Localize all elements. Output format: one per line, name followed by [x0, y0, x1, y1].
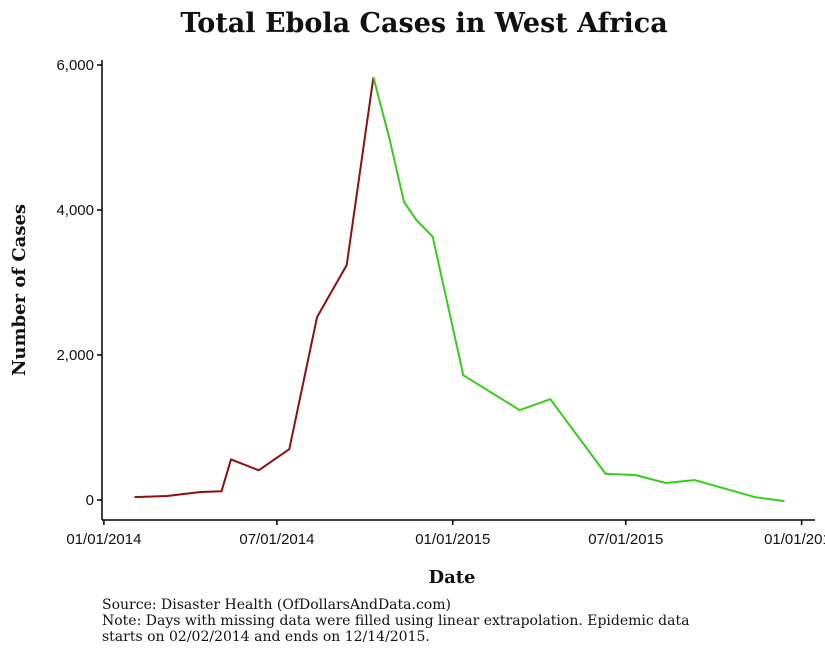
y-tick-label: 6,000: [56, 57, 94, 74]
x-tick-label: 07/01/2014: [239, 531, 314, 548]
footnote-line-1: Note: Days with missing data were filled…: [102, 613, 690, 629]
series-line-0: [134, 77, 375, 499]
x-tick-label: 01/01/2015: [415, 531, 490, 548]
footnote-line-2: starts on 02/02/2014 and ends on 12/14/2…: [102, 629, 430, 645]
y-axis-label: Number of Cases: [9, 204, 30, 376]
source-note: Source: Disaster Health (OfDollarsAndDat…: [102, 597, 451, 613]
y-tick-label: 0: [86, 492, 94, 509]
chart-title: Total Ebola Cases in West Africa: [180, 8, 667, 39]
x-tick-label: 01/01/2014: [66, 531, 141, 548]
x-tick-label: 07/01/2015: [588, 531, 663, 548]
x-axis-label: Date: [428, 567, 475, 588]
y-tick-label: 4,000: [56, 202, 94, 219]
series-line-1: [372, 77, 785, 503]
y-tick-label: 2,000: [56, 347, 94, 364]
x-tick-label: 01/01/2016: [764, 531, 825, 548]
